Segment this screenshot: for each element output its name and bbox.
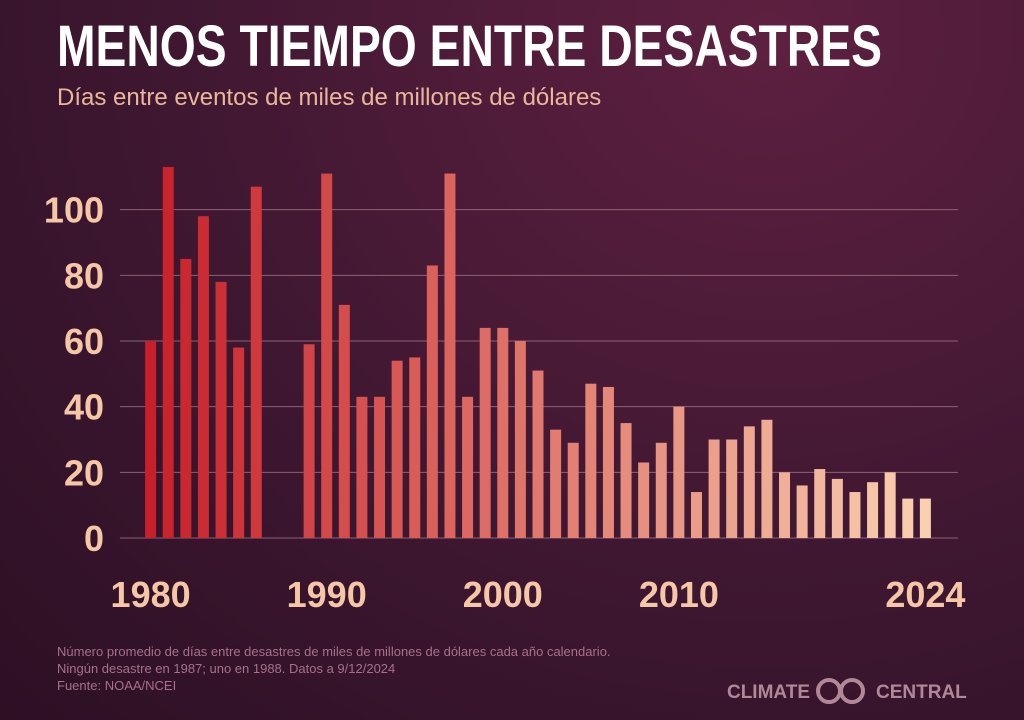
bar <box>215 281 227 538</box>
bar <box>814 469 826 538</box>
bar <box>409 357 421 538</box>
x-tick-label: 2024 <box>885 574 965 615</box>
bar <box>743 426 755 538</box>
bar <box>197 216 209 538</box>
x-tick-label: 1990 <box>287 574 367 615</box>
bar <box>726 439 738 538</box>
bar <box>902 498 914 538</box>
bar <box>250 186 262 538</box>
x-tick-label: 2010 <box>639 574 719 615</box>
y-tick-label: 60 <box>64 321 104 362</box>
x-tick-label: 1980 <box>111 574 191 615</box>
chart-subtitle: Días entre eventos de miles de millones … <box>57 84 601 111</box>
bar <box>831 478 843 538</box>
bar <box>180 258 192 538</box>
bar <box>356 396 368 538</box>
logo-text: CENTRAL <box>876 682 967 703</box>
bar <box>867 482 879 538</box>
y-tick-label: 20 <box>64 452 104 493</box>
bar <box>444 173 456 539</box>
bar <box>303 344 315 538</box>
bar <box>338 304 350 538</box>
bar <box>655 442 667 538</box>
bar <box>690 492 702 538</box>
bar <box>673 406 685 538</box>
bar <box>233 347 245 538</box>
bar <box>620 423 632 538</box>
bar <box>796 485 808 538</box>
bar <box>145 341 157 538</box>
bar <box>884 472 896 538</box>
bar <box>514 341 526 538</box>
footnote: Ningún desastre en 1987; uno en 1988. Da… <box>57 661 395 676</box>
source: Fuente: NOAA/NCEI <box>57 678 176 693</box>
y-tick-label: 80 <box>64 255 104 296</box>
bar <box>426 265 438 538</box>
bar <box>497 327 509 538</box>
y-tick-label: 0 <box>84 518 104 559</box>
bar <box>761 419 773 538</box>
footnote: Número promedio de días entre desastres … <box>57 644 611 659</box>
bar <box>321 173 333 539</box>
bar <box>162 166 174 538</box>
logo-icon <box>816 678 865 704</box>
bar <box>567 442 579 538</box>
bar <box>479 327 491 538</box>
y-tick-label: 40 <box>64 387 104 428</box>
bar <box>550 429 562 538</box>
y-tick-label: 100 <box>44 190 104 231</box>
bar <box>779 472 791 538</box>
bar <box>919 498 931 538</box>
bar <box>374 396 386 538</box>
x-tick-label: 2000 <box>463 574 543 615</box>
bar <box>585 383 597 538</box>
bar <box>638 462 650 538</box>
bar <box>602 386 614 538</box>
bar <box>462 396 474 538</box>
bar <box>708 439 720 538</box>
bar <box>849 492 861 538</box>
bar <box>391 360 403 538</box>
bar <box>532 370 544 538</box>
chart-title: MENOS TIEMPO ENTRE DESASTRES <box>57 14 882 79</box>
logo-text: CLIMATE <box>727 682 810 703</box>
